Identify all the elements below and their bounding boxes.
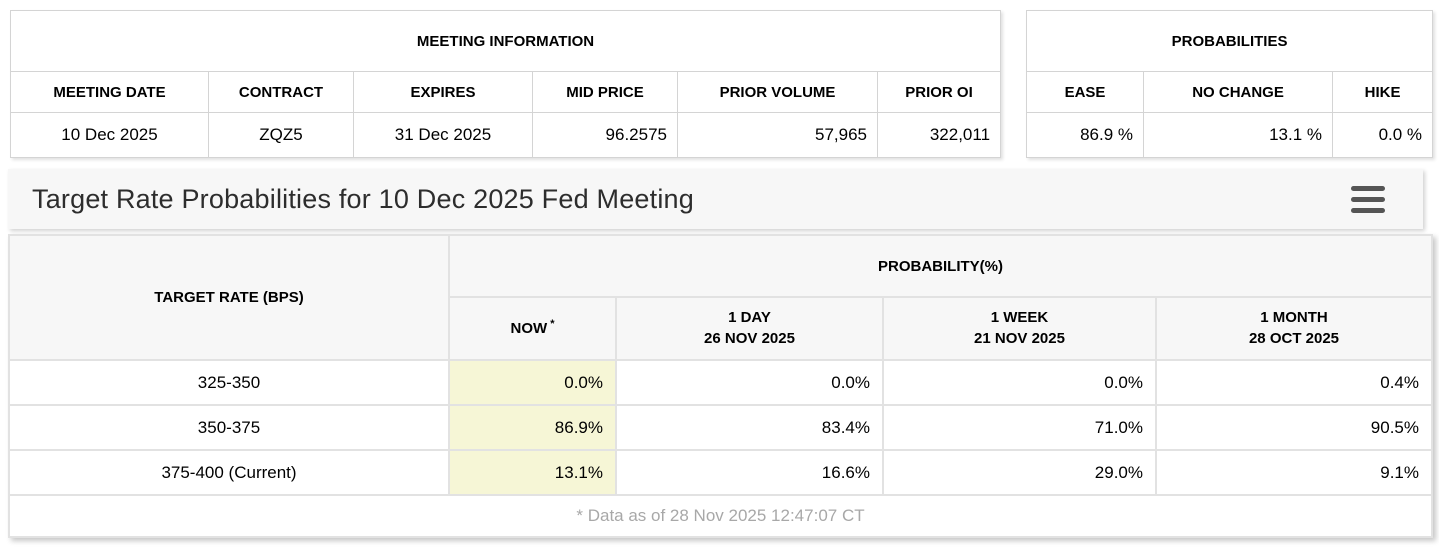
prior-oi-value: 322,011 (876, 112, 1002, 158)
table-row: 350-375 86.9% 83.4% 71.0% 90.5% (8, 404, 1433, 451)
col-header-mid-price: MID PRICE (532, 71, 678, 113)
column-header-line2: 21 NOV 2025 (974, 329, 1065, 347)
one-month-probability-cell: 0.4% (1155, 359, 1433, 406)
col-header-expires: EXPIRES (353, 71, 533, 113)
target-rate-bps-header: TARGET RATE (BPS) (8, 234, 450, 361)
one-week-probability-cell: 29.0% (882, 449, 1157, 496)
contract-value: ZQZ5 (208, 112, 354, 158)
table-header-row: EASE NO CHANGE HIKE (1026, 71, 1434, 113)
hamburger-bar (1351, 185, 1385, 191)
column-header-line1: 1 MONTH (1260, 309, 1328, 327)
hamburger-menu-icon[interactable] (1351, 185, 1385, 213)
asterisk-footnote-marker: * (550, 318, 555, 331)
column-header-line2: 28 OCT 2025 (1248, 329, 1340, 347)
probabilities-title: PROBABILITIES (1026, 10, 1434, 72)
target-rate-probabilities-table: TARGET RATE (BPS) PROBABILITY(%) NOW * 1 … (8, 234, 1433, 538)
table-row: 10 Dec 2025 ZQZ5 31 Dec 2025 96.2575 57,… (10, 112, 1002, 158)
meeting-information-title: MEETING INFORMATION (9, 10, 1002, 72)
data-as-of-footnote: * Data as of 28 Nov 2025 12:47:07 CT (8, 494, 1433, 538)
one-month-probability-cell: 90.5% (1155, 404, 1433, 451)
one-week-probability-cell: 0.0% (882, 359, 1157, 406)
column-header-line1: 1 DAY (728, 309, 771, 327)
table-row: 375-400 (Current) 13.1% 16.6% 29.0% 9.1% (8, 449, 1433, 496)
fedwatch-page: MEETING INFORMATION MEETING DATE CONTRAC… (8, 10, 1434, 538)
target-rate-cell: 325-350 (8, 359, 450, 406)
probability-percent-header: PROBABILITY(%) (448, 234, 1433, 298)
ease-value: 86.9 % (1026, 112, 1145, 158)
table-row: 325-350 0.0% 0.0% 0.0% 0.4% (8, 359, 1433, 406)
one-day-probability-cell: 16.6% (615, 449, 884, 496)
prior-volume-value: 57,965 (677, 112, 878, 158)
top-summary-section: MEETING INFORMATION MEETING DATE CONTRAC… (9, 10, 1434, 158)
expires-value: 31 Dec 2025 (353, 112, 533, 158)
one-day-probability-cell: 0.0% (615, 359, 884, 406)
table-group-header-row: TARGET RATE (BPS) PROBABILITY(%) (8, 234, 1433, 361)
mid-price-value: 96.2575 (532, 112, 678, 158)
now-label: NOW (510, 320, 548, 338)
col-header-prior-oi: PRIOR OI (876, 71, 1002, 113)
col-header-meeting-date: MEETING DATE (10, 71, 209, 113)
one-week-column-header: 1 WEEK 21 NOV 2025 (882, 296, 1157, 361)
now-probability-cell: 13.1% (448, 449, 617, 496)
page-title: Target Rate Probabilities for 10 Dec 202… (32, 183, 694, 214)
hamburger-bar (1351, 196, 1385, 202)
table-row: 86.9 % 13.1 % 0.0 % (1026, 112, 1434, 158)
column-header-line2: 26 NOV 2025 (704, 329, 795, 347)
col-header-no-change: NO CHANGE (1143, 71, 1334, 113)
table-title-row: MEETING INFORMATION (9, 10, 1002, 72)
one-day-probability-cell: 83.4% (615, 404, 884, 451)
footnote-row: * Data as of 28 Nov 2025 12:47:07 CT (8, 494, 1433, 538)
probabilities-table: PROBABILITIES EASE NO CHANGE HIKE 86.9 %… (1026, 10, 1434, 158)
now-probability-cell: 0.0% (448, 359, 617, 406)
column-header-line1: 1 WEEK (990, 309, 1049, 327)
now-probability-cell: 86.9% (448, 404, 617, 451)
table-header-row: MEETING DATE CONTRACT EXPIRES MID PRICE … (10, 71, 1002, 113)
hike-value: 0.0 % (1332, 112, 1434, 158)
col-header-prior-volume: PRIOR VOLUME (677, 71, 878, 113)
col-header-ease: EASE (1026, 71, 1145, 113)
col-header-contract: CONTRACT (208, 71, 354, 113)
no-change-value: 13.1 % (1143, 112, 1334, 158)
hamburger-bar (1351, 207, 1385, 213)
col-header-hike: HIKE (1332, 71, 1434, 113)
one-month-probability-cell: 9.1% (1155, 449, 1433, 496)
one-day-column-header: 1 DAY 26 NOV 2025 (615, 296, 884, 361)
meeting-information-table: MEETING INFORMATION MEETING DATE CONTRAC… (9, 10, 1002, 158)
target-rate-cell: 375-400 (Current) (8, 449, 450, 496)
one-week-probability-cell: 71.0% (882, 404, 1157, 451)
one-month-column-header: 1 MONTH 28 OCT 2025 (1155, 296, 1433, 361)
section-title-bar: Target Rate Probabilities for 10 Dec 202… (8, 169, 1423, 229)
table-title-row: PROBABILITIES (1026, 10, 1434, 72)
meeting-date-value: 10 Dec 2025 (10, 112, 209, 158)
table-subheader-row: NOW * 1 DAY 26 NOV 2025 1 WEEK 21 NOV 202… (9, 296, 1433, 361)
now-column-header: NOW * (448, 296, 617, 361)
target-rate-cell: 350-375 (8, 404, 450, 451)
